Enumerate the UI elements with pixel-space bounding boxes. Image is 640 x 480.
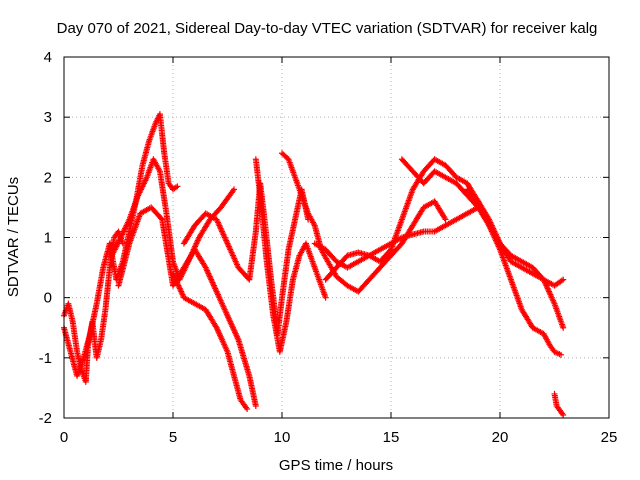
y-tick-label: 2 — [44, 169, 52, 186]
y-tick-label: -2 — [39, 410, 52, 427]
chart-title: Day 070 of 2021, Sidereal Day-to-day VTE… — [57, 20, 598, 37]
series-track-a — [61, 111, 181, 379]
series-track-g — [279, 150, 449, 295]
series-track-d — [170, 270, 251, 412]
y-tick-label: 3 — [44, 109, 52, 126]
y-tick-labels: -2 -1 0 1 2 3 4 — [39, 49, 52, 427]
series-track-l — [551, 390, 567, 418]
y-tick-label: -1 — [39, 350, 52, 367]
data-point — [442, 216, 449, 223]
data-point — [119, 240, 126, 247]
data-point — [560, 276, 567, 283]
data-marks — [61, 111, 567, 418]
x-tick-label: 5 — [169, 429, 177, 446]
series-track-b — [108, 156, 238, 283]
y-tick-label: 0 — [44, 290, 52, 307]
series-track-k — [464, 186, 567, 331]
data-point — [322, 294, 329, 301]
series-track-c — [115, 204, 259, 409]
data-point — [252, 402, 259, 409]
x-tick-label: 10 — [274, 429, 291, 446]
series-track-f — [252, 156, 329, 355]
data-point — [231, 186, 238, 193]
y-tick-label: 1 — [44, 230, 52, 247]
series-track-i — [322, 156, 565, 358]
series-track-h — [311, 204, 482, 271]
data-point — [174, 183, 181, 190]
axis-ticks — [63, 56, 610, 419]
data-point — [558, 351, 565, 358]
data-point — [158, 215, 165, 222]
series-track-j — [398, 156, 567, 289]
data-point — [560, 411, 567, 418]
y-axis-label: SDTVAR / TECUs — [5, 177, 22, 297]
grid — [64, 57, 609, 418]
series-track-m — [61, 228, 126, 385]
x-tick-label: 20 — [492, 429, 509, 446]
x-axis-label: GPS time / hours — [279, 457, 393, 474]
x-tick-label: 15 — [383, 429, 400, 446]
x-tick-label: 25 — [601, 429, 618, 446]
y-tick-label: 4 — [44, 49, 52, 66]
data-point — [244, 405, 251, 412]
x-tick-labels: 0 5 10 15 20 25 — [60, 429, 618, 446]
data-point — [441, 215, 448, 222]
x-tick-label: 0 — [60, 429, 68, 446]
data-point — [560, 324, 567, 331]
